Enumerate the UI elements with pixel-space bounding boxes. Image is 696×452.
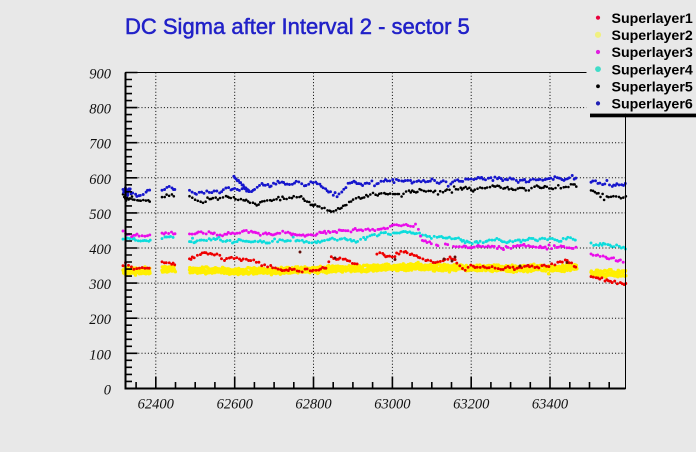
svg-text:63000: 63000 <box>374 397 411 413</box>
svg-text:Superlayer4: Superlayer4 <box>612 62 693 78</box>
svg-text:Superlayer6: Superlayer6 <box>612 97 693 113</box>
svg-text:100: 100 <box>89 347 112 363</box>
svg-text:Superlayer1: Superlayer1 <box>612 11 693 27</box>
svg-text:Superlayer3: Superlayer3 <box>612 45 693 61</box>
svg-text:Superlayer5: Superlayer5 <box>612 80 693 96</box>
svg-text:63400: 63400 <box>532 397 569 413</box>
svg-text:200: 200 <box>89 312 112 328</box>
svg-text:400: 400 <box>89 242 112 258</box>
svg-text:500: 500 <box>89 207 112 223</box>
svg-text:Superlayer2: Superlayer2 <box>612 28 693 44</box>
svg-text:63200: 63200 <box>453 397 490 413</box>
svg-text:600: 600 <box>89 172 112 188</box>
svg-text:900: 900 <box>89 67 112 83</box>
svg-text:700: 700 <box>89 137 112 153</box>
svg-text:800: 800 <box>89 102 112 118</box>
svg-text:DC Sigma after Interval 2 - se: DC Sigma after Interval 2 - sector 5 <box>125 14 470 39</box>
svg-text:62800: 62800 <box>295 397 332 413</box>
svg-text:62600: 62600 <box>217 397 254 413</box>
svg-text:62400: 62400 <box>138 397 175 413</box>
svg-text:300: 300 <box>88 277 112 293</box>
svg-text:0: 0 <box>104 382 112 398</box>
